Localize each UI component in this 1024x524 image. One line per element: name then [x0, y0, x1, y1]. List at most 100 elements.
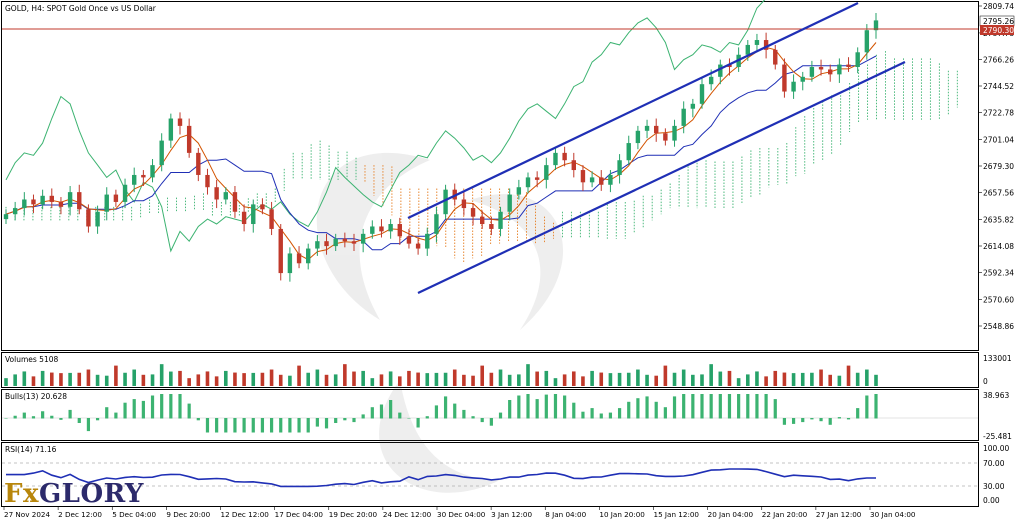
bulls-power-bar — [178, 394, 182, 419]
candle-body — [333, 238, 338, 247]
volume-bar — [187, 378, 191, 386]
volume-bar — [297, 365, 301, 386]
volume-bar — [22, 371, 27, 386]
volume-bar — [810, 372, 814, 386]
candle-body — [86, 209, 91, 227]
candle-body — [296, 253, 302, 264]
bulls-power-bar — [443, 396, 448, 419]
price-tick-label: 2766.26 — [983, 55, 1014, 64]
bulls-power-bar — [865, 395, 869, 419]
logo-text-glory: GLORY — [38, 479, 144, 509]
volume-bar — [278, 374, 283, 386]
price-tick-label: 2744.52 — [983, 82, 1014, 91]
volume-bar — [663, 365, 668, 386]
hline-price-badge — [980, 25, 1014, 35]
volume-bar — [169, 371, 173, 386]
volume-bar — [562, 374, 567, 386]
candle-body — [223, 192, 228, 200]
volume-bar — [397, 376, 402, 386]
channel-upper-line[interactable] — [407, 2, 859, 219]
volume-bar — [782, 372, 787, 386]
candle-body — [470, 208, 476, 217]
candle-body — [159, 140, 164, 166]
volume-bar — [791, 373, 796, 386]
time-axis: 27 Nov 2024 2 Dec 12:00 5 Dec 04:00 9 Dec 2… — [3, 507, 916, 519]
bulls-power-bar — [160, 394, 164, 419]
bulls-power-bar — [288, 418, 292, 433]
bulls-power-bar — [324, 418, 329, 429]
candle-body — [315, 241, 320, 249]
volume-bar — [214, 376, 219, 386]
volume-scale-top: 133001 — [983, 354, 1012, 363]
candle-body — [626, 143, 631, 161]
price-tick-label: 2701.04 — [983, 135, 1014, 144]
bulls-power-bar — [553, 394, 558, 419]
price-tick-label: 2657.56 — [983, 189, 1014, 198]
bulls-power-bar — [709, 394, 713, 419]
volume-bar — [95, 374, 100, 386]
volume-bar — [654, 375, 659, 386]
volume-bar — [645, 374, 649, 386]
bulls-power-bar — [810, 418, 814, 420]
candle-body — [763, 40, 769, 50]
bulls-power-bar — [572, 402, 576, 419]
bulls-scale-top: 38.963 — [983, 391, 1009, 400]
bulls-power-bar — [334, 418, 338, 423]
volume-bar — [462, 374, 466, 386]
candle-body — [690, 103, 696, 109]
candle-body — [699, 84, 705, 104]
volume-bar — [800, 372, 805, 386]
volume-bar — [755, 371, 759, 386]
price-tick-label: 2548.86 — [983, 322, 1014, 331]
candle-body — [516, 187, 522, 195]
bulls-power-bar — [599, 413, 603, 419]
volume-bar — [31, 376, 36, 386]
volume-bar — [242, 373, 246, 386]
candle-body — [837, 64, 842, 75]
bulls-power-bar — [828, 418, 832, 425]
channel-lower-line[interactable] — [417, 61, 906, 294]
bulls-power-bar — [407, 418, 411, 419]
candle-body — [342, 238, 348, 242]
bulls-power-bar — [608, 412, 613, 419]
volume-bar — [324, 374, 329, 386]
bulls-panel[interactable] — [1, 389, 979, 441]
price-tick-label: 2635.82 — [983, 215, 1014, 224]
volume-bar — [40, 370, 45, 386]
candle-body — [461, 199, 467, 209]
volume-bar — [718, 371, 723, 386]
bulls-power-bar — [791, 418, 796, 424]
candle-body — [599, 177, 604, 185]
candle-body — [132, 174, 137, 185]
candle-body — [681, 108, 686, 126]
candle-body — [379, 226, 384, 232]
bulls-power-bar — [86, 418, 91, 432]
volume-bar — [709, 364, 713, 386]
bulls-power-bar — [187, 403, 191, 419]
candle-body — [828, 69, 833, 75]
bulls-power-bar — [672, 396, 677, 419]
rsi-panel[interactable] — [1, 442, 979, 507]
time-tick-label: 22 Jan 20:00 — [762, 510, 808, 519]
bulls-power-bar — [68, 409, 72, 419]
bulls-power-bar — [645, 396, 649, 419]
volume-bar — [233, 372, 237, 386]
rsi-label: RSI(14) 71.16 — [5, 445, 57, 454]
volume-bar — [535, 371, 539, 386]
volume-bar — [205, 371, 210, 386]
candle-body — [562, 152, 567, 161]
candle-body — [745, 44, 750, 55]
volume-bar — [544, 370, 549, 386]
instrument-title: GOLD, H4: SPOT Gold Once vs US Dollar — [5, 4, 157, 13]
main-price-panel[interactable] — [1, 1, 979, 351]
volume-bar — [49, 372, 54, 386]
candle-body — [846, 64, 851, 68]
bulls-label: Bulls(13) 20.628 — [5, 392, 67, 401]
candle-body — [278, 228, 283, 274]
candle-body — [708, 76, 714, 85]
rsi-line — [6, 468, 876, 488]
bulls-power-bar — [269, 418, 274, 433]
candle-body — [251, 204, 256, 225]
volume-bar — [388, 371, 393, 386]
candle-body — [480, 216, 485, 225]
